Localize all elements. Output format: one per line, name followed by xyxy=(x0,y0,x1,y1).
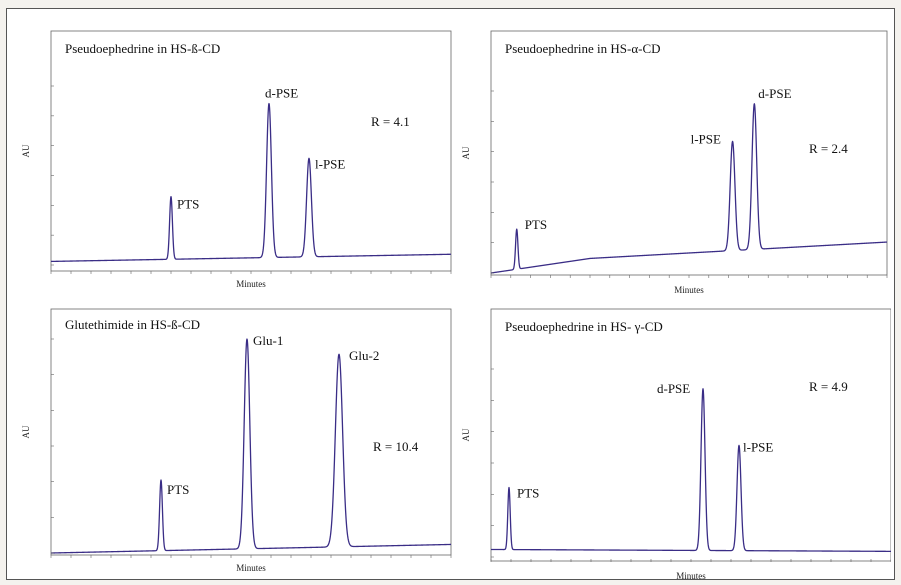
plot-frame xyxy=(490,308,891,562)
resolution-annotation: R = 2.4 xyxy=(809,141,848,156)
chromatogram-trace xyxy=(490,103,888,274)
peak-label-l-pse: l-PSE xyxy=(743,439,773,454)
peak-label-d-pse: d-PSE xyxy=(265,86,298,101)
y-axis-label: AU xyxy=(461,146,471,159)
chromatogram-panel-2: Pseudoephedrine in HS-α-CD PTS l-PSE d-P… xyxy=(461,19,891,304)
chromatogram-4-svg: Pseudoephedrine in HS- γ-CD PTS d-PSE l-… xyxy=(461,308,891,581)
y-tick-marks xyxy=(51,85,54,266)
chromatogram-1-svg: Pseudoephedrine in HS-ß-CD PTS d-PSE l-P… xyxy=(21,30,452,289)
x-tick-marks xyxy=(50,555,452,558)
peak-label-d-pse: d-PSE xyxy=(657,381,690,396)
peak-label-l-pse: l-PSE xyxy=(691,131,721,146)
chromatogram-trace xyxy=(50,338,452,554)
peak-label-pts: PTS xyxy=(525,217,547,232)
chromatogram-panel-1: Pseudoephedrine in HS-ß-CD PTS d-PSE l-P… xyxy=(21,19,461,304)
peak-label-pts: PTS xyxy=(177,197,199,212)
y-axis-label: AU xyxy=(21,425,31,438)
chromatogram-trace xyxy=(490,388,891,553)
chart-title: Pseudoephedrine in HS-ß-CD xyxy=(65,41,220,56)
peak-label-glu-2: Glu-2 xyxy=(349,348,379,363)
y-tick-marks xyxy=(51,338,54,554)
resolution-annotation: R = 10.4 xyxy=(373,439,419,454)
x-tick-marks xyxy=(490,559,891,562)
chromatogram-2-svg: Pseudoephedrine in HS-α-CD PTS l-PSE d-P… xyxy=(461,30,888,295)
chart-title: Pseudoephedrine in HS-α-CD xyxy=(505,41,661,56)
chromatogram-panel-3: Glutethimide in HS-ß-CD PTS Glu-1 Glu-2 … xyxy=(21,301,461,581)
peak-label-pts: PTS xyxy=(167,482,189,497)
chromatogram-trace xyxy=(50,102,452,263)
y-tick-marks xyxy=(491,90,494,274)
x-tick-marks xyxy=(50,271,452,274)
plot-frame xyxy=(50,308,452,556)
peak-label-d-pse: d-PSE xyxy=(758,86,791,101)
chromatogram-panel-4: Pseudoephedrine in HS- γ-CD PTS d-PSE l-… xyxy=(461,301,891,581)
figure: Pseudoephedrine in HS-ß-CD PTS d-PSE l-P… xyxy=(6,8,895,581)
x-axis-label: Minutes xyxy=(674,285,704,295)
chart-title: Pseudoephedrine in HS- γ-CD xyxy=(505,319,663,334)
x-axis-label: Minutes xyxy=(676,571,706,581)
chart-title: Glutethimide in HS-ß-CD xyxy=(65,317,200,332)
resolution-annotation: R = 4.9 xyxy=(809,379,848,394)
x-tick-marks xyxy=(490,275,888,278)
plot-frame xyxy=(50,30,452,272)
peak-label-l-pse: l-PSE xyxy=(315,156,345,171)
resolution-annotation: R = 4.1 xyxy=(371,114,410,129)
x-axis-label: Minutes xyxy=(236,563,266,573)
y-axis-label: AU xyxy=(461,428,471,441)
peak-label-pts: PTS xyxy=(517,486,539,501)
chromatogram-3-svg: Glutethimide in HS-ß-CD PTS Glu-1 Glu-2 … xyxy=(21,308,452,573)
peak-label-glu-1: Glu-1 xyxy=(253,333,283,348)
x-axis-label: Minutes xyxy=(236,279,266,289)
y-tick-marks xyxy=(491,368,494,558)
y-axis-label: AU xyxy=(21,144,31,157)
